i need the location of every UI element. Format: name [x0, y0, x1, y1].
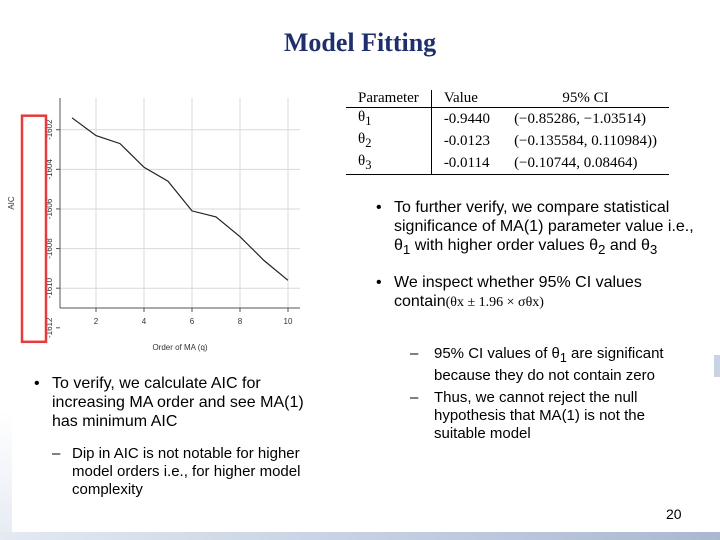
- ci-table-header: 95% CI: [502, 90, 669, 108]
- ci-table: Parameter Value 95% CI θ1 -0.9440 (−0.85…: [346, 90, 669, 175]
- aic-chart: 2 4 6 8 10 -1612 -1610 -1608 -1606 -1604 -1602 AIC O…: [7, 98, 300, 352]
- sub-bullet-null-hypothesis: – Thus, we cannot reject the null hypoth…: [410, 389, 645, 442]
- ci-value: -0.0114: [431, 152, 503, 175]
- y-tick-label: -1602: [45, 119, 54, 140]
- bullet-dot: •: [376, 199, 382, 216]
- x-tick-label: 6: [190, 317, 195, 326]
- x-tick-label: 4: [142, 317, 147, 326]
- slide-title: Model Fitting: [283, 28, 437, 57]
- bottom-bar: [0, 532, 720, 540]
- ci-value: -0.9440: [443, 110, 491, 127]
- x-tick-label: 10: [284, 317, 293, 326]
- y-tick-label: -1612: [45, 317, 54, 338]
- ci-table-row: θ1 -0.9440 (−0.85286, −1.03514): [346, 107, 669, 130]
- ci-interval: (−0.135584, 0.110984)): [514, 132, 657, 149]
- ci-interval: (−0.85286, −1.03514): [514, 110, 646, 127]
- bullet-dot: •: [376, 274, 382, 292]
- sub-bullet-significant: – 95% CI values of θ1 are significant be…: [410, 345, 664, 384]
- bullet-verify-significance: • To further verify, we compare statisti…: [376, 199, 694, 258]
- ci-interval: (−0.10744, 0.08464): [502, 152, 669, 175]
- x-tick-label: 2: [94, 317, 99, 326]
- left-bullet-list: • To verify, we calculate AIC for increa…: [30, 374, 330, 499]
- bullet-aic-verify: • To verify, we calculate AIC for increa…: [34, 375, 304, 430]
- ci-param: θ1: [346, 107, 432, 130]
- ci-table-row: θ2 -0.0123 (−0.135584, 0.110984)): [346, 130, 669, 152]
- ci-table-header-row: Parameter Value 95% CI: [346, 90, 669, 108]
- sub-dash: –: [410, 389, 419, 406]
- y-tick-label: -1608: [45, 238, 54, 259]
- ci-table-row: θ3 -0.0114 (−0.10744, 0.08464): [346, 152, 669, 175]
- y-tick-label: -1610: [45, 277, 54, 298]
- ci-param: θ2: [346, 130, 432, 152]
- ci-param: θ3: [346, 152, 432, 175]
- ci-table-header: Parameter: [346, 90, 432, 108]
- ci-value: -0.0123: [443, 132, 491, 149]
- left-decoration: [0, 410, 12, 540]
- right-sub-list: – 95% CI values of θ1 are significant be…: [406, 345, 696, 447]
- x-tick-label: 8: [238, 317, 243, 326]
- y-tick-highlight-box: [20, 114, 48, 344]
- sub-dash: –: [410, 345, 419, 362]
- right-decoration: [714, 355, 720, 377]
- bullet-dot: •: [34, 375, 40, 392]
- y-tick-label: -1604: [45, 159, 54, 180]
- right-bullet-list: • To further verify, we compare statisti…: [372, 198, 712, 326]
- sub-bullet-aic-dip: – Dip in AIC is not notable for higher m…: [52, 445, 301, 498]
- y-axis-label: AIC: [7, 196, 16, 210]
- x-axis-label: Order of MA (q): [152, 343, 207, 352]
- bullet-inspect-ci: • We inspect whether 95% CI values conta…: [376, 274, 642, 311]
- aic-series-line: [71, 117, 289, 281]
- ci-table-header: Value: [431, 90, 503, 108]
- ci-formula: (θx ± 1.96 × σθx): [445, 295, 544, 311]
- page-number: 20: [666, 506, 682, 522]
- y-tick-label: -1606: [45, 198, 54, 219]
- sub-dash: –: [52, 445, 61, 462]
